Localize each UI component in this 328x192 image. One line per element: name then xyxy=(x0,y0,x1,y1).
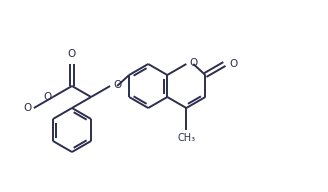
Text: CH₃: CH₃ xyxy=(177,133,195,143)
Text: O: O xyxy=(24,103,32,113)
Text: O: O xyxy=(229,59,238,69)
Text: O: O xyxy=(189,58,197,68)
Text: O: O xyxy=(113,80,121,90)
Text: O: O xyxy=(44,92,52,102)
Text: O: O xyxy=(68,49,76,59)
